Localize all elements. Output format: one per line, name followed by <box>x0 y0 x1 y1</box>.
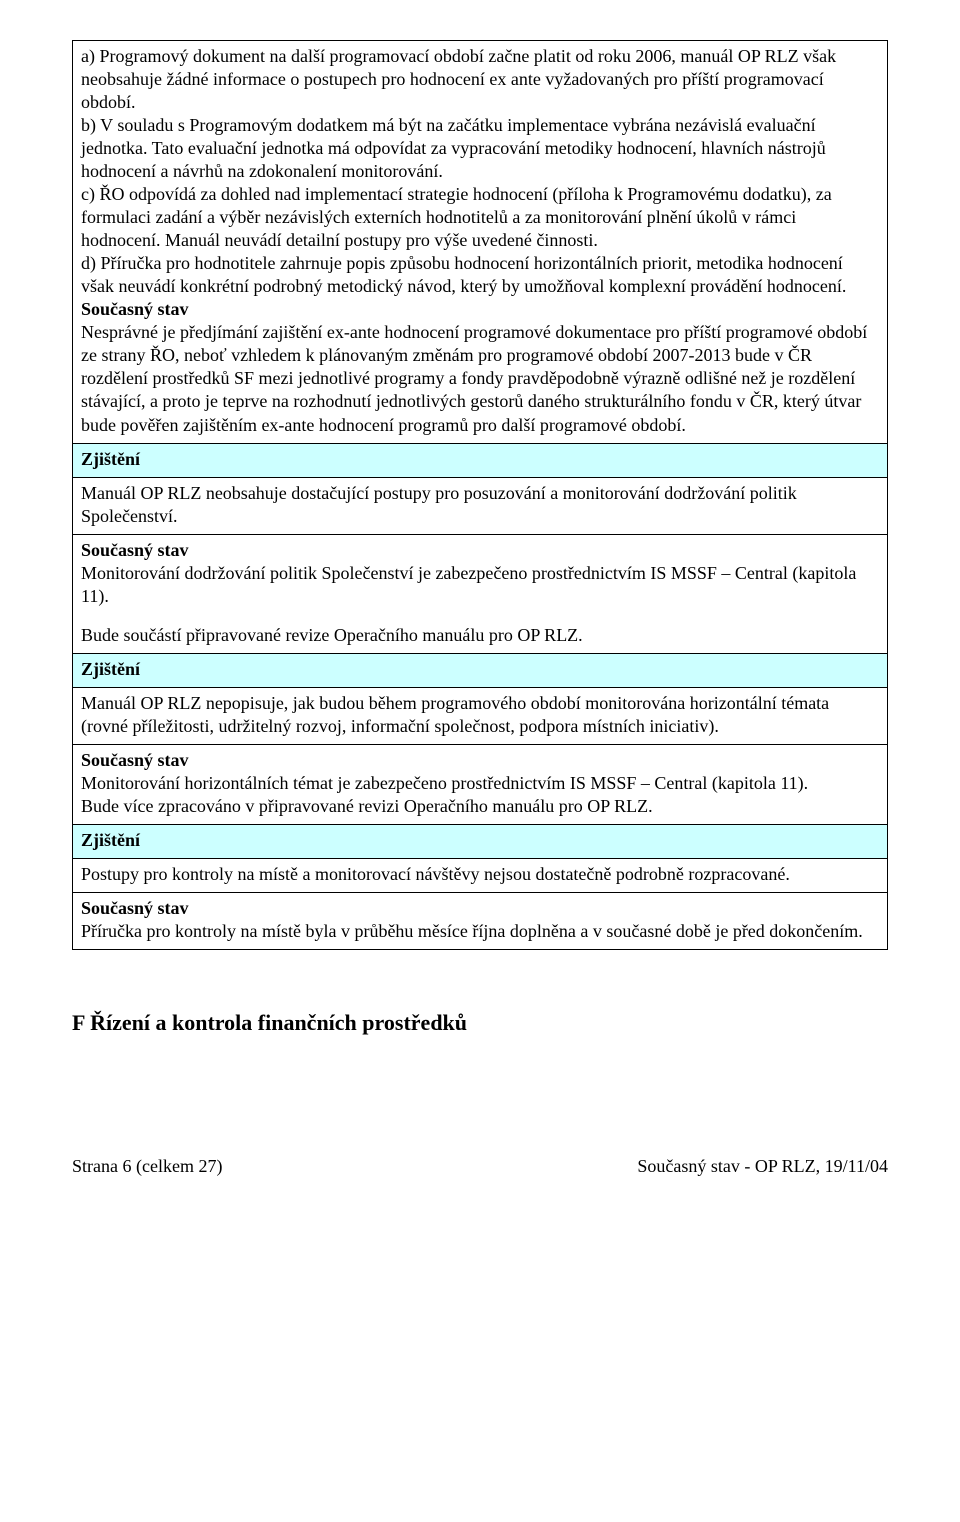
row2-zjisteni-text: Manuál OP RLZ neobsahuje dostačující pos… <box>73 477 888 534</box>
row1-para-d: d) Příručka pro hodnotitele zahrnuje pop… <box>81 252 879 298</box>
row4-zjisteni-header: Zjištění <box>73 824 888 858</box>
row1-stav-text: Nesprávné je předjímání zajištění ex-ant… <box>81 321 879 436</box>
page-footer: Strana 6 (celkem 27) Současný stav - OP … <box>72 1156 888 1177</box>
row4-zjisteni-text: Postupy pro kontroly na místě a monitoro… <box>73 858 888 892</box>
row2-stav-cell: Současný stav Monitorování dodržování po… <box>73 534 888 653</box>
row1-stav-label: Současný stav <box>81 298 879 321</box>
row4-stav-text: Příručka pro kontroly na místě byla v pr… <box>81 920 879 943</box>
row2-stav-label: Současný stav <box>81 539 879 562</box>
row1-combined: a) Programový dokument na další programo… <box>73 41 888 444</box>
spacer <box>81 608 879 624</box>
row1-para-c: c) ŘO odpovídá za dohled nad implementac… <box>81 183 879 252</box>
row2-stav-p1: Monitorování dodržování politik Společen… <box>81 562 879 608</box>
row2-zjisteni-header: Zjištění <box>73 443 888 477</box>
row2-stav-p2: Bude součástí připravované revize Operač… <box>81 624 879 647</box>
row1-para-a: a) Programový dokument na další programo… <box>81 45 879 114</box>
row3-zjisteni-text: Manuál OP RLZ nepopisuje, jak budou běhe… <box>73 687 888 744</box>
row3-stav-p1: Monitorování horizontálních témat je zab… <box>81 772 879 795</box>
row1-para-b: b) V souladu s Programovým dodatkem má b… <box>81 114 879 183</box>
row3-stav-p2: Bude více zpracováno v připravované revi… <box>81 795 879 818</box>
audit-table: a) Programový dokument na další programo… <box>72 40 888 950</box>
row3-stav-cell: Současný stav Monitorování horizontálníc… <box>73 744 888 824</box>
row4-stav-label: Současný stav <box>81 897 879 920</box>
footer-right: Současný stav - OP RLZ, 19/11/04 <box>637 1156 888 1177</box>
row4-stav-cell: Současný stav Příručka pro kontroly na m… <box>73 893 888 950</box>
row3-zjisteni-header: Zjištění <box>73 653 888 687</box>
footer-left: Strana 6 (celkem 27) <box>72 1156 222 1177</box>
row3-stav-label: Současný stav <box>81 749 879 772</box>
section-f-heading: F Řízení a kontrola finančních prostředk… <box>72 1010 888 1036</box>
